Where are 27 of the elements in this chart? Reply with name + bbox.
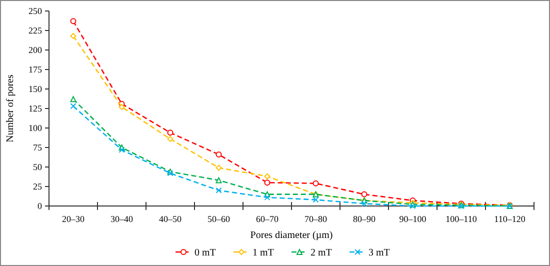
y-tick-label: 225 bbox=[28, 26, 42, 36]
x-tick-label: 20–30 bbox=[62, 214, 85, 224]
x-tick-label: 110–120 bbox=[494, 214, 526, 224]
y-axis-title: Number of pores bbox=[5, 74, 16, 142]
x-tick-label: 50–60 bbox=[208, 214, 230, 224]
x-tick-label: 80–90 bbox=[353, 214, 376, 224]
y-tick-label: 175 bbox=[28, 64, 42, 75]
legend-label: 0 mT bbox=[194, 248, 216, 258]
legend-label: 2 mT bbox=[310, 248, 332, 258]
x-tick-label: 40–50 bbox=[159, 214, 182, 224]
x-tick-label: 100–110 bbox=[446, 214, 478, 224]
legend-label: 3 mT bbox=[368, 248, 390, 258]
y-tick-label: 125 bbox=[28, 104, 42, 114]
y-tick-label: 25 bbox=[33, 182, 42, 192]
y-tick-label: 75 bbox=[33, 142, 42, 153]
y-tick-label: 100 bbox=[28, 123, 42, 134]
x-axis-title: Pores diameter (µm) bbox=[250, 230, 333, 241]
x-tick-label: 60–70 bbox=[256, 214, 279, 224]
x-tick-label: 90–100 bbox=[399, 214, 427, 224]
x-tick-label: 30–40 bbox=[110, 214, 134, 224]
y-tick-label: 250 bbox=[28, 6, 42, 16]
y-tick-label: 200 bbox=[28, 45, 42, 56]
legend-label: 1 mT bbox=[252, 248, 274, 258]
y-tick-label: 50 bbox=[33, 162, 42, 172]
y-tick-label: 150 bbox=[28, 84, 42, 94]
x-tick-label: 70–80 bbox=[304, 214, 328, 224]
y-tick-label: 0 bbox=[38, 201, 42, 212]
